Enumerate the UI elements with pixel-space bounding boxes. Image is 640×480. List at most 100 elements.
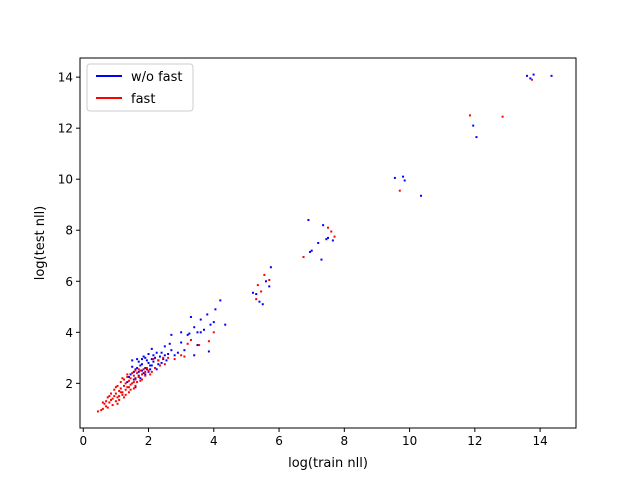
point-w-o-fast [144, 373, 147, 376]
point-fast [114, 386, 117, 389]
point-fast [131, 382, 134, 385]
point-w-o-fast [265, 280, 267, 283]
point-w-o-fast [420, 194, 422, 197]
x-tick-label: 4 [210, 434, 218, 448]
point-w-o-fast [255, 293, 258, 296]
y-axis-label: log(test nll) [33, 206, 48, 281]
point-fast [137, 368, 140, 371]
point-w-o-fast [157, 363, 160, 366]
y-tick-label: 4 [65, 326, 73, 340]
x-tick-label: 6 [275, 434, 283, 448]
point-w-o-fast [203, 328, 205, 331]
point-fast [96, 410, 99, 413]
x-axis-ticks: 0 2 4 6 8 10 12 14 [79, 428, 548, 448]
point-fast [116, 396, 119, 399]
point-w-o-fast [152, 360, 155, 363]
point-w-o-fast [160, 361, 163, 364]
point-fast [134, 369, 137, 372]
point-w-o-fast [155, 368, 158, 371]
point-fast [333, 235, 336, 238]
point-fast [123, 396, 126, 399]
point-w-o-fast [196, 344, 199, 347]
point-fast [157, 359, 160, 362]
data-points [96, 73, 553, 413]
point-w-o-fast [403, 179, 406, 182]
point-w-o-fast [160, 351, 163, 354]
point-fast [121, 377, 124, 380]
point-w-o-fast [529, 77, 532, 80]
y-tick-label: 12 [58, 122, 73, 136]
point-w-o-fast [261, 303, 264, 306]
point-fast [126, 373, 129, 376]
point-w-o-fast [134, 368, 137, 371]
x-tick-label: 12 [467, 434, 482, 448]
x-tick-label: 14 [532, 434, 547, 448]
point-fast [302, 256, 305, 259]
point-fast [255, 298, 258, 301]
point-w-o-fast [150, 358, 153, 361]
point-w-o-fast [162, 358, 165, 361]
point-fast [126, 375, 129, 378]
point-w-o-fast [550, 74, 553, 77]
point-fast [110, 398, 112, 401]
point-w-o-fast [131, 359, 134, 362]
point-w-o-fast [320, 258, 323, 261]
point-w-o-fast [183, 349, 186, 352]
point-fast [118, 398, 121, 401]
point-w-o-fast [317, 242, 320, 244]
point-w-o-fast [149, 364, 152, 367]
point-fast [263, 273, 266, 276]
point-w-o-fast [219, 299, 222, 302]
point-fast [124, 382, 127, 385]
point-fast [101, 401, 104, 404]
point-w-o-fast [209, 323, 212, 326]
point-fast [114, 392, 117, 395]
point-fast [132, 381, 135, 384]
x-axis-label: log(train nll) [288, 456, 368, 471]
point-fast [212, 331, 215, 334]
point-w-o-fast [129, 373, 132, 376]
point-fast [468, 114, 471, 117]
point-w-o-fast [327, 236, 329, 239]
point-w-o-fast [196, 331, 199, 334]
point-w-o-fast [154, 356, 157, 359]
y-tick-label: 10 [58, 173, 73, 187]
y-tick-label: 14 [58, 71, 73, 85]
point-fast [167, 356, 170, 359]
point-fast [134, 378, 137, 381]
point-w-o-fast [137, 360, 140, 363]
point-w-o-fast [188, 332, 191, 335]
point-fast [118, 390, 121, 392]
point-w-o-fast [207, 350, 210, 353]
point-fast [144, 370, 147, 373]
point-w-o-fast [214, 308, 217, 311]
point-fast [123, 378, 126, 381]
point-fast [100, 409, 103, 412]
point-w-o-fast [141, 358, 143, 361]
point-w-o-fast [134, 377, 137, 380]
point-fast [127, 386, 130, 389]
point-w-o-fast [199, 331, 202, 334]
point-w-o-fast [163, 345, 166, 348]
point-w-o-fast [139, 364, 142, 367]
point-w-o-fast [186, 333, 189, 336]
point-w-o-fast [310, 249, 313, 252]
point-fast [123, 384, 126, 387]
point-fast [113, 395, 116, 398]
point-w-o-fast [136, 367, 139, 370]
point-fast [152, 358, 155, 361]
point-fast [108, 401, 111, 404]
point-fast [129, 383, 132, 386]
point-fast [103, 402, 106, 405]
point-w-o-fast [144, 356, 147, 359]
plot-frame [79, 57, 577, 429]
point-w-o-fast [145, 359, 148, 362]
point-w-o-fast [136, 358, 139, 361]
point-fast [327, 226, 329, 229]
point-fast [116, 402, 119, 405]
point-w-o-fast [131, 365, 134, 368]
point-fast [134, 384, 137, 387]
point-fast [186, 342, 189, 345]
point-fast [106, 406, 109, 409]
point-w-o-fast [402, 175, 405, 178]
